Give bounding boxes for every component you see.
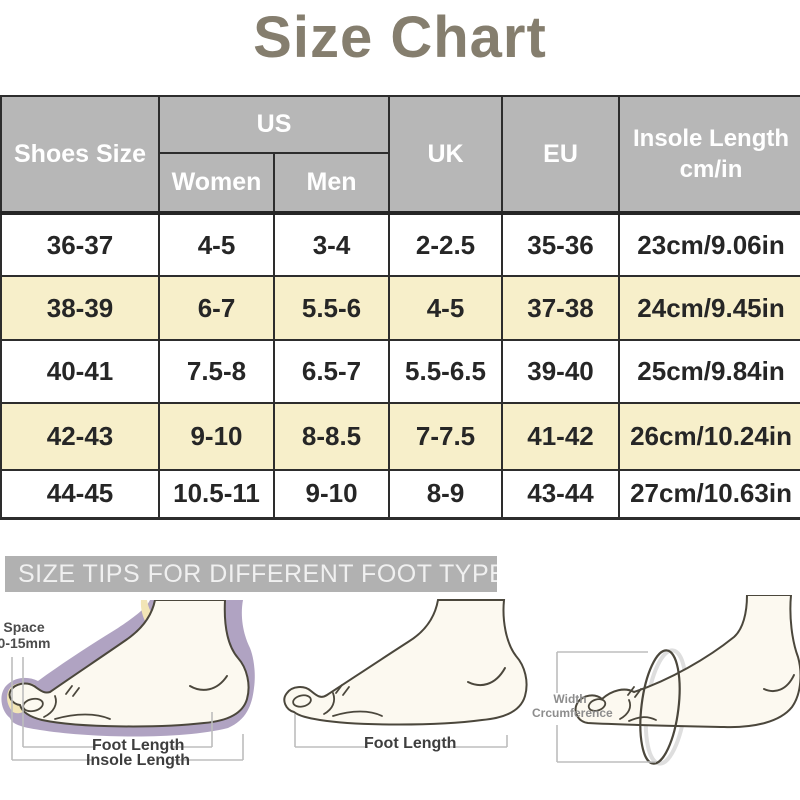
size-table: Shoes Size US UK EU Insole Length cm/in … <box>0 95 800 520</box>
cell-shoes: 40-41 <box>0 339 160 404</box>
foot-length-bracket <box>294 714 508 748</box>
cell-men: 5.5-6 <box>272 275 391 341</box>
cell-insole: 23cm/9.06in <box>618 212 800 277</box>
space-label-line1: Space <box>3 619 45 635</box>
toenail <box>587 698 607 712</box>
cell-men: 6.5-7 <box>272 339 391 404</box>
insole-length-bracket <box>11 657 244 761</box>
cell-eu: 39-40 <box>501 339 621 404</box>
insole-length-label: Insole Length <box>86 752 190 769</box>
cell-men: 8-8.5 <box>272 402 391 471</box>
toe-crease-lines <box>335 684 350 696</box>
cell-eu: 43-44 <box>501 469 621 520</box>
cell-shoes: 38-39 <box>0 275 160 341</box>
toenail <box>292 694 312 708</box>
table-row: 38-39 6-7 5.5-6 4-5 37-38 24cm/9.45in <box>0 275 800 341</box>
cell-uk: 7-7.5 <box>388 402 504 471</box>
cell-insole: 24cm/9.45in <box>618 275 800 341</box>
cell-uk: 4-5 <box>388 275 504 341</box>
cell-men: 3-4 <box>272 212 391 277</box>
cell-men: 9-10 <box>272 469 391 520</box>
table-row: 40-41 7.5-8 6.5-7 5.5-6.5 39-40 25cm/9.8… <box>0 339 800 404</box>
cell-shoes: 44-45 <box>0 469 160 520</box>
cell-women: 7.5-8 <box>158 339 275 404</box>
header-uk: UK <box>388 95 504 214</box>
cell-insole: 26cm/10.24in <box>618 402 800 471</box>
cell-uk: 8-9 <box>388 469 504 520</box>
cell-eu: 35-36 <box>501 212 621 277</box>
foot-length-diagram <box>283 599 528 748</box>
cell-women: 6-7 <box>158 275 275 341</box>
header-insole-line1: Insole Length <box>633 124 790 152</box>
circumference-ellipse <box>639 649 681 765</box>
toe-crease-lines <box>65 685 80 697</box>
foot-insole-diagram <box>1 600 255 761</box>
header-us: US <box>157 95 391 154</box>
cell-eu: 37-38 <box>501 275 621 341</box>
cell-shoes: 36-37 <box>0 212 160 277</box>
foot-length-label-middle: Foot Length <box>364 735 457 752</box>
table-header: Shoes Size US UK EU Insole Length cm/in … <box>0 95 800 214</box>
table-row: 36-37 4-5 3-4 2-2.5 35-36 23cm/9.06in <box>0 212 800 277</box>
cell-women: 10.5-11 <box>158 469 275 520</box>
cell-uk: 2-2.5 <box>388 212 504 277</box>
header-insole-length: Insole Length cm/in <box>618 95 800 214</box>
table-row: 44-45 10.5-11 9-10 8-9 43-44 27cm/10.63i… <box>0 469 800 520</box>
width-circumference-diagram <box>556 595 800 766</box>
cell-women: 9-10 <box>158 402 275 471</box>
ball-crease-line <box>43 695 111 720</box>
header-us-women: Women <box>158 152 275 214</box>
ankle-line <box>467 667 506 686</box>
toe-crease-lines <box>627 686 642 698</box>
foot-length-label-left: Foot Length <box>92 737 185 754</box>
header-insole-line2: cm/in <box>679 156 743 183</box>
header-eu: EU <box>501 95 621 214</box>
cell-insole: 27cm/10.63in <box>618 469 800 520</box>
foot-outline <box>8 600 250 728</box>
ankle-line <box>763 674 795 693</box>
width-circumference-label: Width Crcumference <box>532 692 613 720</box>
cell-uk: 5.5-6.5 <box>388 339 504 404</box>
header-us-men: Men <box>272 152 391 214</box>
foot-outline <box>283 599 528 726</box>
ball-crease-line <box>323 692 383 717</box>
width-label-line1: Width <box>553 692 587 706</box>
header-shoes-size: Shoes Size <box>0 95 160 214</box>
foot-outline <box>574 595 800 729</box>
space-label-line2: 0-15mm <box>0 635 51 651</box>
tips-heading: SIZE TIPS FOR DIFFERENT FOOT TYPES <box>5 556 497 592</box>
foot-length-bracket <box>22 657 213 748</box>
width-bracket <box>556 651 656 763</box>
ball-crease-line <box>619 699 657 722</box>
cell-shoes: 42-43 <box>0 402 160 471</box>
cell-eu: 41-42 <box>501 402 621 471</box>
ankle-line <box>189 675 228 691</box>
space-label: Space 0-15mm <box>0 619 51 651</box>
table-row: 42-43 9-10 8-8.5 7-7.5 41-42 26cm/10.24i… <box>0 402 800 471</box>
page-title: Size Chart <box>253 5 547 70</box>
cell-women: 4-5 <box>158 212 275 277</box>
width-label-line2: Crcumference <box>532 706 613 720</box>
cell-insole: 25cm/9.84in <box>618 339 800 404</box>
